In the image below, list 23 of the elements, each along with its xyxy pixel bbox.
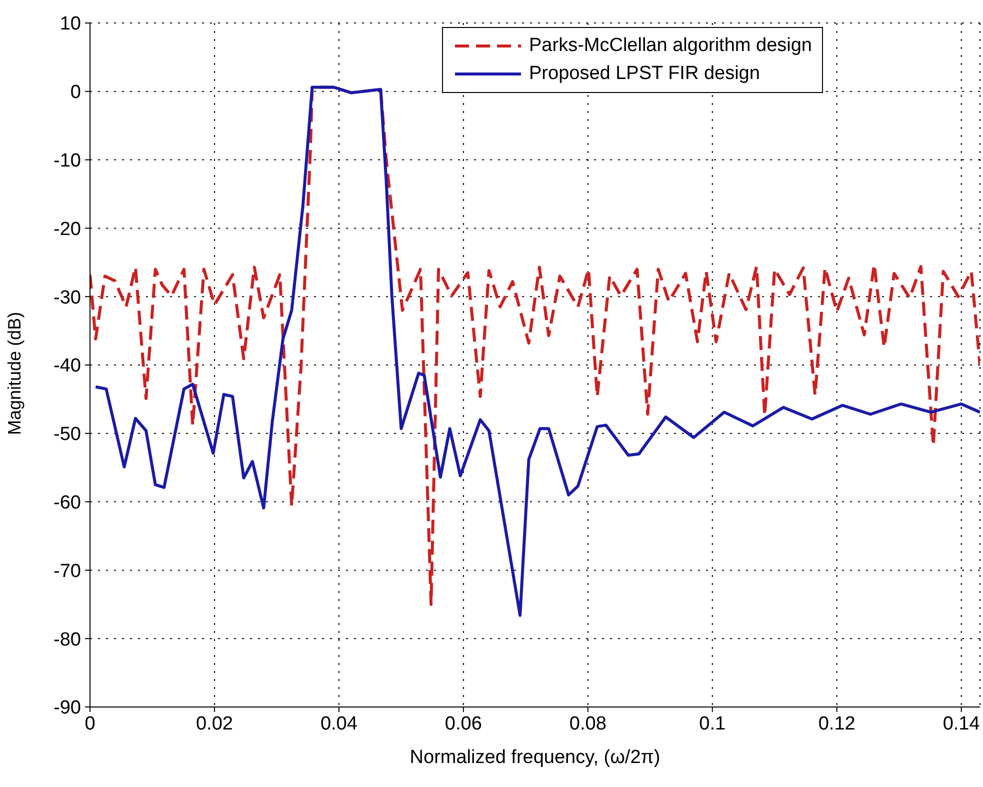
y-tick-label: -60 [54,492,81,514]
x-tick-label: 0.1 [699,713,726,734]
x-tick-label: 0.12 [818,713,856,734]
x-tick-label: 0 [84,713,96,734]
y-tick-label: -30 [54,287,81,308]
x-tick-label: 0.08 [569,713,606,734]
legend-label: Parks-McClellan algorithm design [529,35,812,57]
x-tick-label: 0.06 [444,713,482,734]
y-tick-label: -70 [54,560,81,582]
y-tick-label: -90 [54,698,81,719]
x-tick-label: 0.02 [196,713,233,734]
x-axis-title: Normalized frequency, (ω/2π) [410,747,660,768]
y-tick-label: -20 [54,218,81,240]
x-tick-label: 0.14 [942,713,980,734]
y-tick-label: -50 [54,424,81,446]
y-axis-title: Magnitude (dB) [4,312,24,435]
y-tick-label: -80 [54,629,81,650]
y-tick-label: 0 [70,82,81,104]
y-tick-label: 10 [60,14,81,35]
x-tick-label: 0.04 [320,713,358,734]
legend-label: Proposed LPST FIR design [529,63,760,85]
y-tick-label: -40 [54,356,81,377]
y-tick-label: -10 [54,150,81,172]
